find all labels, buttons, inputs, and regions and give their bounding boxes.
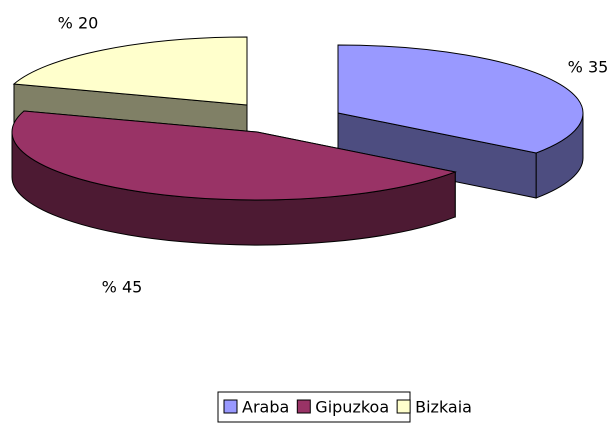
slice bbox=[11, 110, 458, 201]
slice bbox=[337, 44, 584, 154]
legend-swatch bbox=[296, 399, 311, 414]
data-label: % 35 bbox=[568, 58, 609, 77]
legend-label: Araba bbox=[242, 398, 289, 417]
data-label: % 20 bbox=[58, 14, 99, 33]
legend-swatch bbox=[223, 399, 238, 414]
legend-label: Bizkaia bbox=[415, 398, 472, 417]
slice bbox=[12, 36, 248, 106]
legend-label: Gipuzkoa bbox=[315, 398, 389, 417]
data-label: % 45 bbox=[102, 278, 143, 297]
legend-swatch bbox=[396, 399, 411, 414]
legend-box bbox=[217, 391, 411, 423]
